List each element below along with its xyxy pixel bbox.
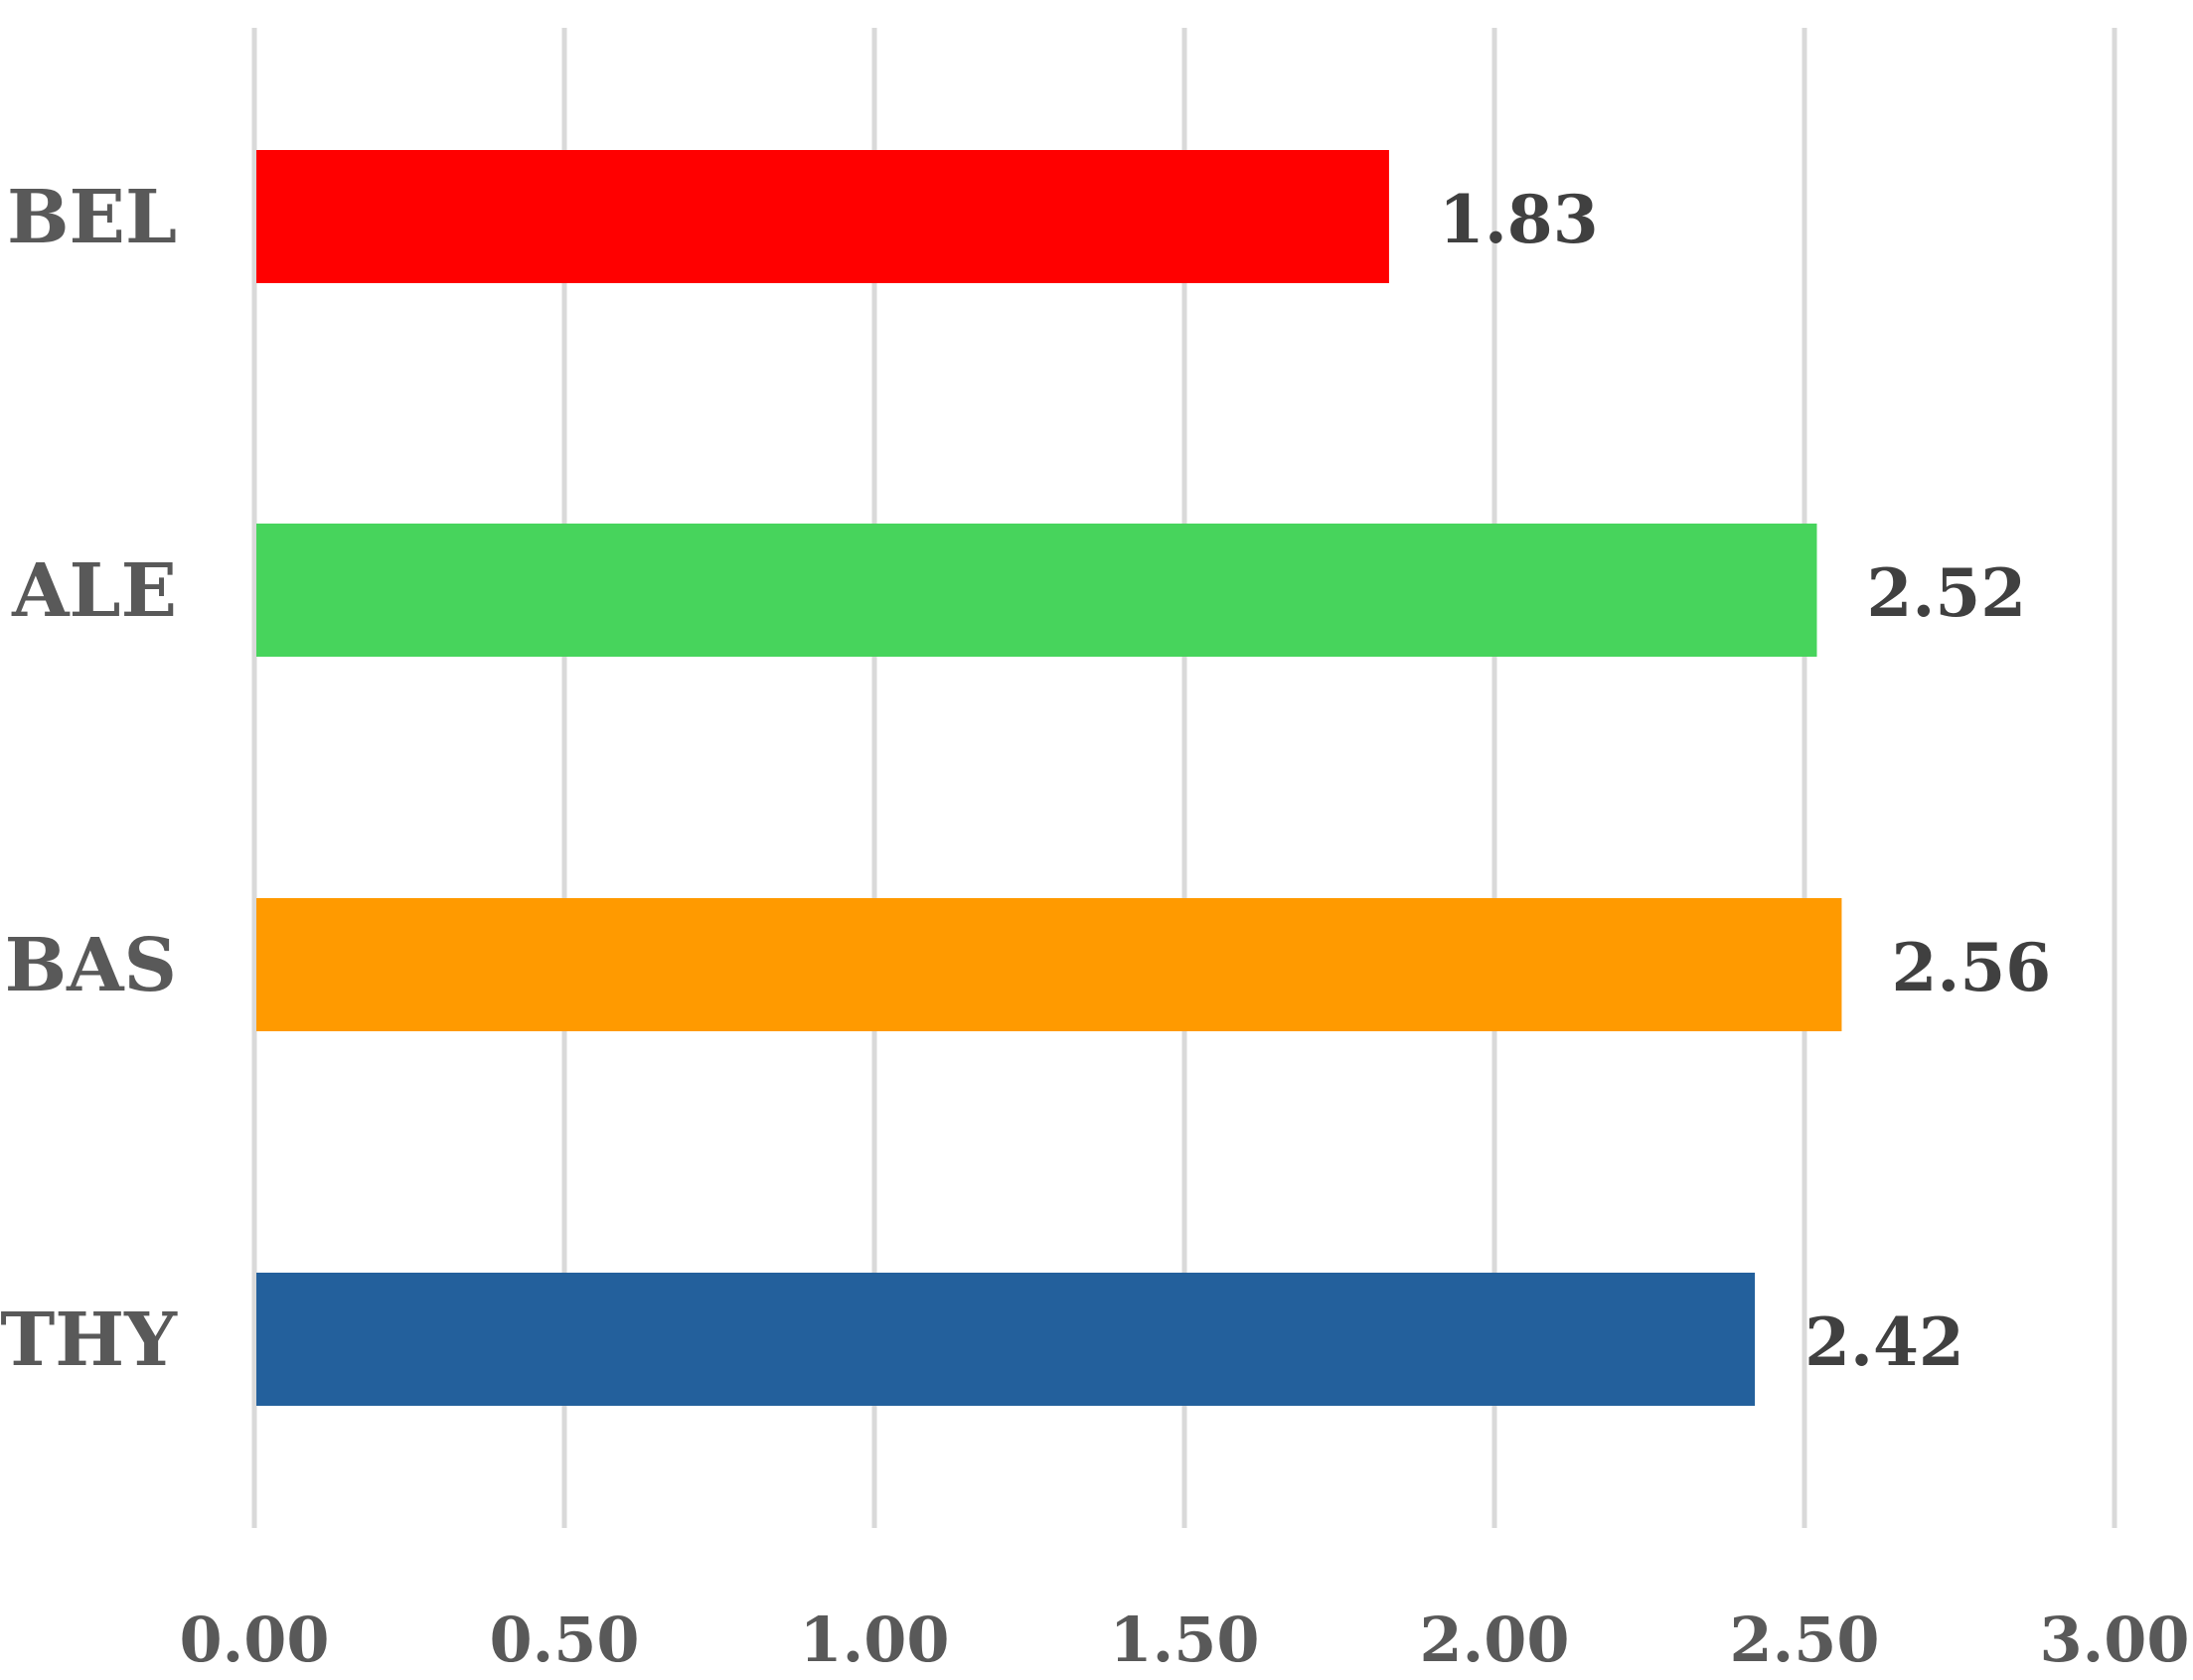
x-tick-label-4: 2.00 bbox=[1419, 1604, 1569, 1676]
data-label-ale: 2.52 bbox=[1866, 554, 2026, 632]
bar-ale bbox=[256, 524, 1817, 657]
category-labels: BEL ALE BAS THY bbox=[0, 175, 178, 1383]
x-tick-label-3: 1.50 bbox=[1109, 1604, 1259, 1676]
bar-bel bbox=[256, 150, 1389, 283]
x-tick-label-5: 2.50 bbox=[1729, 1604, 1879, 1676]
category-label-bas: BAS bbox=[5, 923, 177, 1008]
data-labels: 1.83 2.52 2.56 2.42 bbox=[1439, 181, 2051, 1381]
category-label-ale: ALE bbox=[11, 548, 177, 634]
bar-bas bbox=[256, 898, 1842, 1031]
category-label-thy: THY bbox=[0, 1298, 178, 1383]
x-tick-label-0: 0.00 bbox=[179, 1604, 329, 1676]
data-label-bas: 2.56 bbox=[1891, 929, 2051, 1006]
category-label-bel: BEL bbox=[7, 175, 177, 260]
bar-thy bbox=[256, 1273, 1756, 1406]
x-tick-label-1: 0.50 bbox=[489, 1604, 639, 1676]
x-axis-tick-labels: 0.00 0.50 1.00 1.50 2.00 2.50 3.00 bbox=[179, 1604, 2189, 1676]
data-label-thy: 2.42 bbox=[1804, 1303, 1964, 1381]
bars bbox=[256, 150, 1842, 1406]
data-label-bel: 1.83 bbox=[1439, 181, 1599, 258]
x-tick-label-6: 3.00 bbox=[2039, 1604, 2189, 1676]
x-tick-label-2: 1.00 bbox=[799, 1604, 949, 1676]
